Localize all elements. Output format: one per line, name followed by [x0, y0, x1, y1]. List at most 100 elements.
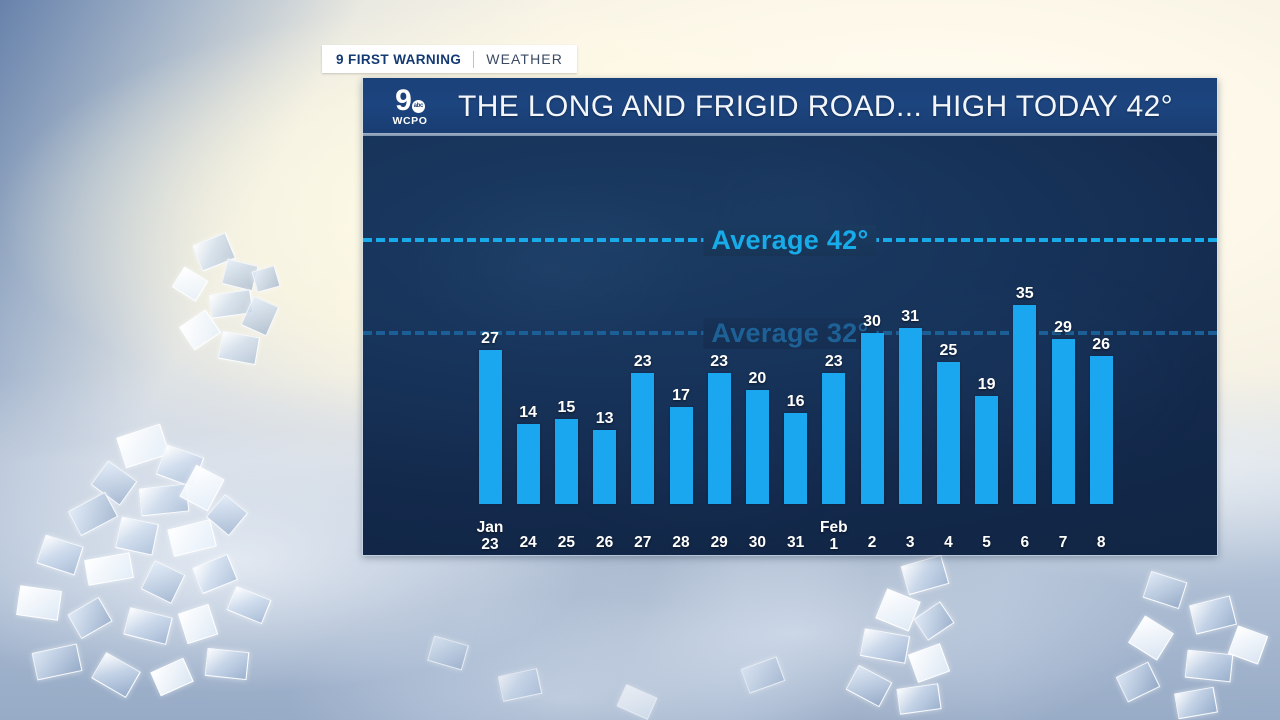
bar-column: 26 8 — [1082, 136, 1120, 555]
bar-group: 23 — [815, 354, 853, 504]
bar — [975, 396, 999, 504]
bar — [478, 350, 502, 504]
bar-value-label: 13 — [595, 410, 614, 427]
abc-network-icon: abc — [411, 99, 425, 113]
bar-column: 23 Feb 1 — [815, 136, 853, 555]
bar-group: 19 — [968, 377, 1006, 504]
bar — [898, 328, 922, 504]
branding-tab: 9 FIRST WARNING WEATHER — [322, 45, 577, 73]
bar-value-label: 23 — [633, 353, 652, 370]
bar — [1089, 356, 1113, 504]
bar-column: 35 6 — [1006, 136, 1044, 555]
bar-category-label: Jan 23 — [476, 519, 504, 553]
bar-value-label: 14 — [519, 404, 538, 421]
ice-crystal — [204, 647, 250, 681]
bar-category-label: 24 — [519, 534, 537, 551]
weather-graphic-panel: 9 abc WCPO THE LONG AND FRIGID ROAD... H… — [362, 78, 1218, 556]
bar-group: 13 — [586, 411, 624, 504]
page-title: THE LONG AND FRIGID ROAD... HIGH TODAY 4… — [458, 90, 1174, 123]
bar-category-label: 26 — [595, 534, 614, 551]
bar-category-label: 4 — [944, 534, 953, 551]
average-line-42: Average 42° — [363, 224, 1217, 256]
bar-column: 25 4 — [929, 136, 967, 555]
panel-header: 9 abc WCPO THE LONG AND FRIGID ROAD... H… — [363, 78, 1217, 136]
bar — [516, 424, 540, 504]
bar-value-label: 29 — [1054, 319, 1072, 336]
bar — [822, 373, 846, 504]
bar-column: 23 29 — [700, 136, 738, 555]
bar-value-label: 26 — [1092, 336, 1111, 353]
bar-column: 15 25 — [547, 136, 585, 555]
bar-group: 25 — [929, 343, 967, 504]
bar-category-label: 25 — [557, 534, 576, 551]
bar — [745, 390, 769, 504]
brand-label: 9 FIRST WARNING — [336, 51, 462, 67]
bar — [784, 413, 808, 504]
bar-value-label: 15 — [557, 399, 576, 416]
bar-category-label: 31 — [786, 534, 805, 551]
bar-category-label: 7 — [1058, 534, 1068, 551]
bar-column: 19 5 — [968, 136, 1006, 555]
average-line-32-label: Average 32° — [703, 317, 877, 349]
average-line-42-label: Average 42° — [703, 224, 877, 256]
bar-category-label: 29 — [710, 534, 728, 551]
bar-column: 14 24 — [509, 136, 547, 555]
bar — [707, 373, 731, 504]
bar-group: 14 — [509, 405, 547, 504]
bar-category-label: 5 — [982, 534, 991, 551]
bar-value-label: 23 — [824, 353, 843, 370]
bar — [554, 419, 578, 504]
bar-group: 17 — [662, 388, 700, 504]
average-line-32: Average 32° — [363, 317, 1217, 349]
bar — [1013, 305, 1037, 504]
header-divider — [363, 133, 1217, 136]
bar — [936, 362, 960, 504]
bar-category-label: 8 — [1096, 534, 1106, 551]
bar-group: 20 — [738, 371, 776, 504]
bar-group: 31 — [891, 309, 929, 504]
bar-group: 35 — [1006, 286, 1044, 504]
bar-column: 16 31 — [777, 136, 815, 555]
bar-value-label: 16 — [786, 393, 805, 410]
bar-value-label: 31 — [901, 308, 920, 325]
bar-column: 13 26 — [586, 136, 624, 555]
bar-column: 29 7 — [1044, 136, 1082, 555]
bar-column: 17 28 — [662, 136, 700, 555]
bar-value-label: 25 — [939, 342, 958, 359]
bar-category-label: Feb 1 — [820, 519, 848, 553]
bar-value-label: 23 — [710, 353, 729, 370]
bar — [669, 407, 693, 504]
section-label: WEATHER — [486, 51, 563, 67]
ice-crystal — [1184, 649, 1234, 683]
ice-crystal — [16, 585, 62, 621]
bar-value-label: 30 — [863, 313, 881, 330]
tab-divider — [473, 50, 475, 68]
bar-value-label: 27 — [481, 330, 499, 347]
bar-value-label: 20 — [748, 370, 767, 387]
bar-column: 20 30 — [738, 136, 776, 555]
bar — [1051, 339, 1075, 504]
bar-value-label: 19 — [977, 376, 996, 393]
bar-chart: Average 42° Average 32° 27 Jan 23 14 24 15 25 1… — [363, 136, 1217, 555]
bar-group: 23 — [624, 354, 662, 504]
ice-crystal — [138, 483, 190, 517]
bar-column: 30 2 — [853, 136, 891, 555]
bar-category-label: 2 — [867, 534, 877, 551]
bar-group: 27 — [471, 331, 509, 504]
bar-group: 15 — [547, 400, 585, 504]
bar-column: 31 3 — [891, 136, 929, 555]
bar-category-label: 3 — [905, 534, 915, 551]
channel-number: 9 — [395, 83, 412, 117]
bar-group: 26 — [1082, 337, 1120, 504]
bar-category-label: 30 — [748, 534, 767, 551]
bar-group: 30 — [853, 314, 891, 504]
bar-column: 27 Jan 23 — [471, 136, 509, 555]
bar-category-label: 6 — [1020, 534, 1030, 551]
callsign-label: WCPO — [392, 114, 428, 127]
bar-group: 23 — [700, 354, 738, 504]
bar-category-label: 27 — [634, 534, 652, 551]
bar-column: 23 27 — [624, 136, 662, 555]
bar — [860, 333, 884, 504]
bar-value-label: 17 — [672, 387, 690, 404]
bar-category-label: 28 — [672, 534, 690, 551]
